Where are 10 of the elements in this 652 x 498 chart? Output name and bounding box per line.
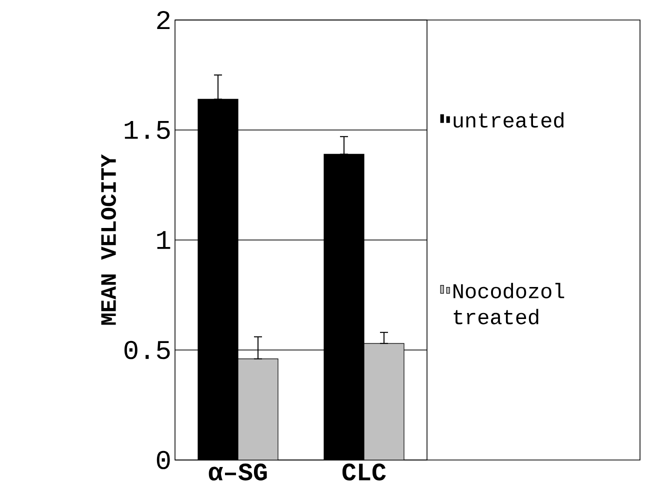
y-tick-label: 0.5 — [124, 340, 170, 360]
y-axis-title: MEAN VELOCITY — [101, 154, 116, 325]
y-tick-label: 2 — [157, 10, 170, 30]
x-tick-label: α–SG — [208, 464, 267, 481]
y-tick-label: 1.5 — [124, 120, 170, 140]
y-tick-label: 1 — [157, 231, 170, 249]
x-tick-label: CLC — [342, 464, 386, 481]
y-tick-label: 0 — [156, 450, 170, 470]
legend-label: Nocodozol treated — [454, 282, 564, 324]
legend-label: untreated — [454, 112, 564, 128]
